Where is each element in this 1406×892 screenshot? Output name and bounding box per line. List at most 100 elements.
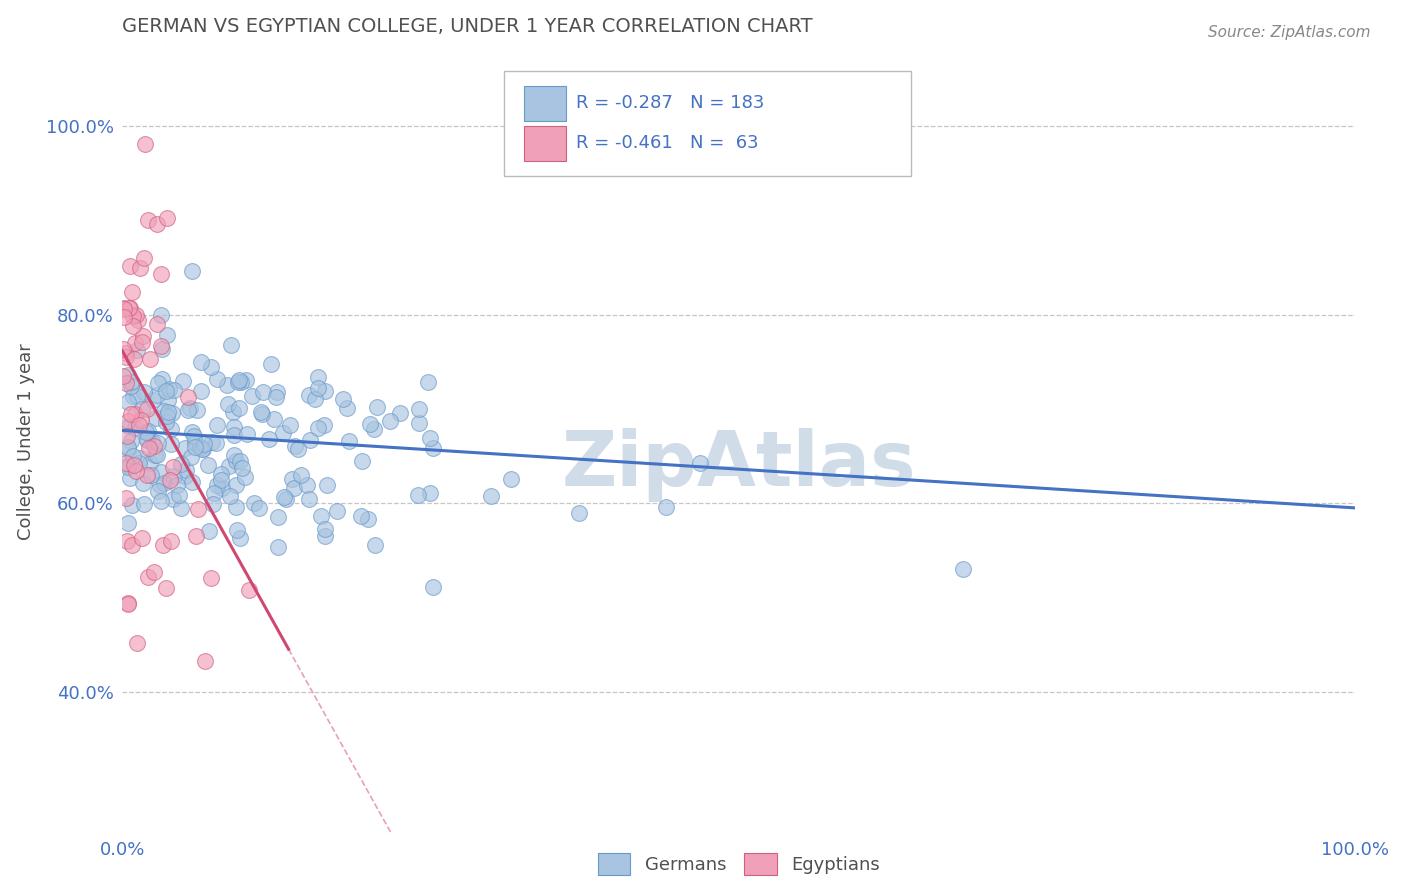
Point: [689, 456, 711, 470]
Point: [225, 500, 247, 514]
Point: [146, 217, 169, 231]
Point: [143, 565, 166, 579]
Point: [114, 456, 136, 470]
Point: [124, 407, 146, 421]
Point: [172, 374, 194, 388]
Point: [145, 411, 167, 425]
Point: [112, 368, 135, 383]
Point: [152, 538, 174, 552]
Point: [134, 385, 156, 400]
Point: [314, 418, 336, 433]
Point: [274, 492, 297, 507]
Point: [170, 501, 193, 516]
Point: [156, 328, 179, 343]
Point: [146, 448, 169, 462]
Point: [201, 434, 224, 449]
Point: [129, 450, 152, 465]
Point: [176, 390, 198, 404]
Point: [136, 570, 159, 584]
Point: [169, 488, 191, 502]
Point: [419, 485, 441, 500]
Point: [112, 342, 135, 356]
Point: [235, 373, 257, 387]
Point: [205, 477, 228, 491]
Point: [120, 259, 142, 273]
Point: [309, 509, 332, 524]
Point: [307, 370, 329, 384]
Point: [136, 213, 159, 227]
Point: [124, 336, 146, 351]
Point: [135, 432, 157, 446]
Point: [125, 636, 148, 650]
Point: [273, 490, 295, 504]
Point: [219, 489, 242, 503]
Point: [139, 351, 162, 366]
Point: [120, 378, 142, 392]
Point: [132, 251, 155, 265]
Point: [222, 404, 245, 418]
Point: [304, 392, 326, 406]
Point: [266, 384, 288, 399]
Point: [149, 493, 172, 508]
Point: [156, 409, 179, 424]
Point: [655, 500, 678, 515]
Point: [205, 418, 228, 433]
Point: [150, 372, 173, 386]
Point: [205, 372, 228, 386]
Point: [236, 426, 259, 441]
Point: [121, 450, 143, 464]
Point: [357, 512, 380, 526]
Point: [148, 484, 170, 499]
Point: [129, 413, 152, 427]
Point: [135, 425, 157, 439]
Point: [225, 523, 247, 537]
Point: [233, 469, 256, 483]
Point: [337, 434, 360, 449]
Point: [160, 422, 183, 436]
Point: [122, 319, 145, 334]
Point: [184, 441, 207, 455]
Point: [120, 407, 142, 421]
Point: [229, 454, 252, 468]
Point: [117, 368, 139, 383]
Point: [187, 501, 209, 516]
Point: [264, 390, 287, 404]
Point: [156, 405, 179, 419]
Point: [336, 401, 359, 415]
Point: [156, 211, 179, 226]
FancyBboxPatch shape: [524, 126, 567, 161]
Point: [150, 308, 173, 322]
Point: [250, 404, 273, 418]
Point: [122, 309, 145, 323]
Point: [139, 456, 162, 470]
Point: [157, 383, 180, 397]
Point: [260, 357, 283, 371]
Point: [225, 478, 247, 492]
Point: [174, 441, 197, 455]
Point: [180, 475, 202, 490]
Point: [155, 581, 177, 595]
Point: [138, 441, 160, 455]
Point: [231, 375, 253, 389]
Point: [174, 463, 197, 477]
Point: [247, 500, 270, 515]
Point: [121, 389, 143, 403]
Point: [141, 434, 163, 448]
Point: [209, 467, 232, 482]
Point: [190, 442, 212, 457]
Point: [142, 440, 165, 454]
Point: [231, 461, 253, 475]
Point: [170, 457, 193, 471]
Point: [180, 263, 202, 277]
Point: [363, 538, 385, 552]
FancyBboxPatch shape: [505, 70, 911, 177]
Point: [152, 476, 174, 491]
Point: [350, 508, 373, 523]
Point: [298, 433, 321, 447]
Point: [186, 403, 208, 417]
Point: [117, 516, 139, 531]
Point: [146, 376, 169, 390]
Point: [191, 442, 214, 457]
Point: [211, 481, 233, 495]
Point: [125, 343, 148, 357]
